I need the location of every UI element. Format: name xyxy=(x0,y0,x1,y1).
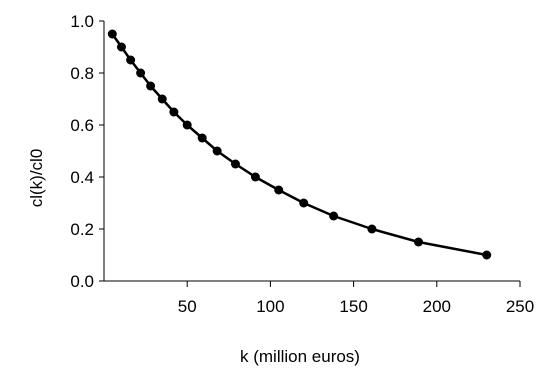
data-point xyxy=(299,198,309,208)
data-point xyxy=(367,224,377,234)
data-point xyxy=(413,237,423,247)
x-tick-label: 150 xyxy=(339,297,367,316)
x-tick-label: 250 xyxy=(506,297,534,316)
data-point xyxy=(230,159,240,169)
data-point xyxy=(274,185,284,195)
data-point xyxy=(212,146,222,156)
y-tick-label: 0.0 xyxy=(70,272,94,291)
data-point xyxy=(182,120,192,130)
y-tick-label: 0.4 xyxy=(70,168,94,187)
data-point xyxy=(126,55,136,65)
series-points xyxy=(107,29,492,260)
y-tick-label: 0.8 xyxy=(70,64,94,83)
y-axis-title: cl(k)/cl0 xyxy=(27,149,46,208)
y-tick-label: 0.6 xyxy=(70,116,94,135)
data-point xyxy=(146,81,156,91)
data-point xyxy=(136,68,146,78)
data-point xyxy=(482,250,492,260)
data-point xyxy=(107,29,117,39)
series-line xyxy=(111,33,487,257)
data-point xyxy=(250,172,260,182)
data-point xyxy=(116,42,126,52)
x-tick-label: 200 xyxy=(423,297,451,316)
y-axis-ticks: 0.0 0.2 0.4 0.6 0.8 1.0 xyxy=(70,12,104,291)
data-point xyxy=(169,107,179,117)
y-tick-label: 0.2 xyxy=(70,220,94,239)
x-tick-label: 50 xyxy=(178,297,197,316)
x-axis-ticks: 50 100 150 200 250 xyxy=(178,281,534,316)
data-point xyxy=(197,133,207,143)
data-point xyxy=(157,94,167,104)
data-point xyxy=(329,211,339,221)
x-tick-label: 100 xyxy=(256,297,284,316)
y-tick-label: 1.0 xyxy=(70,12,94,31)
x-axis-title: k (million euros) xyxy=(240,347,360,366)
